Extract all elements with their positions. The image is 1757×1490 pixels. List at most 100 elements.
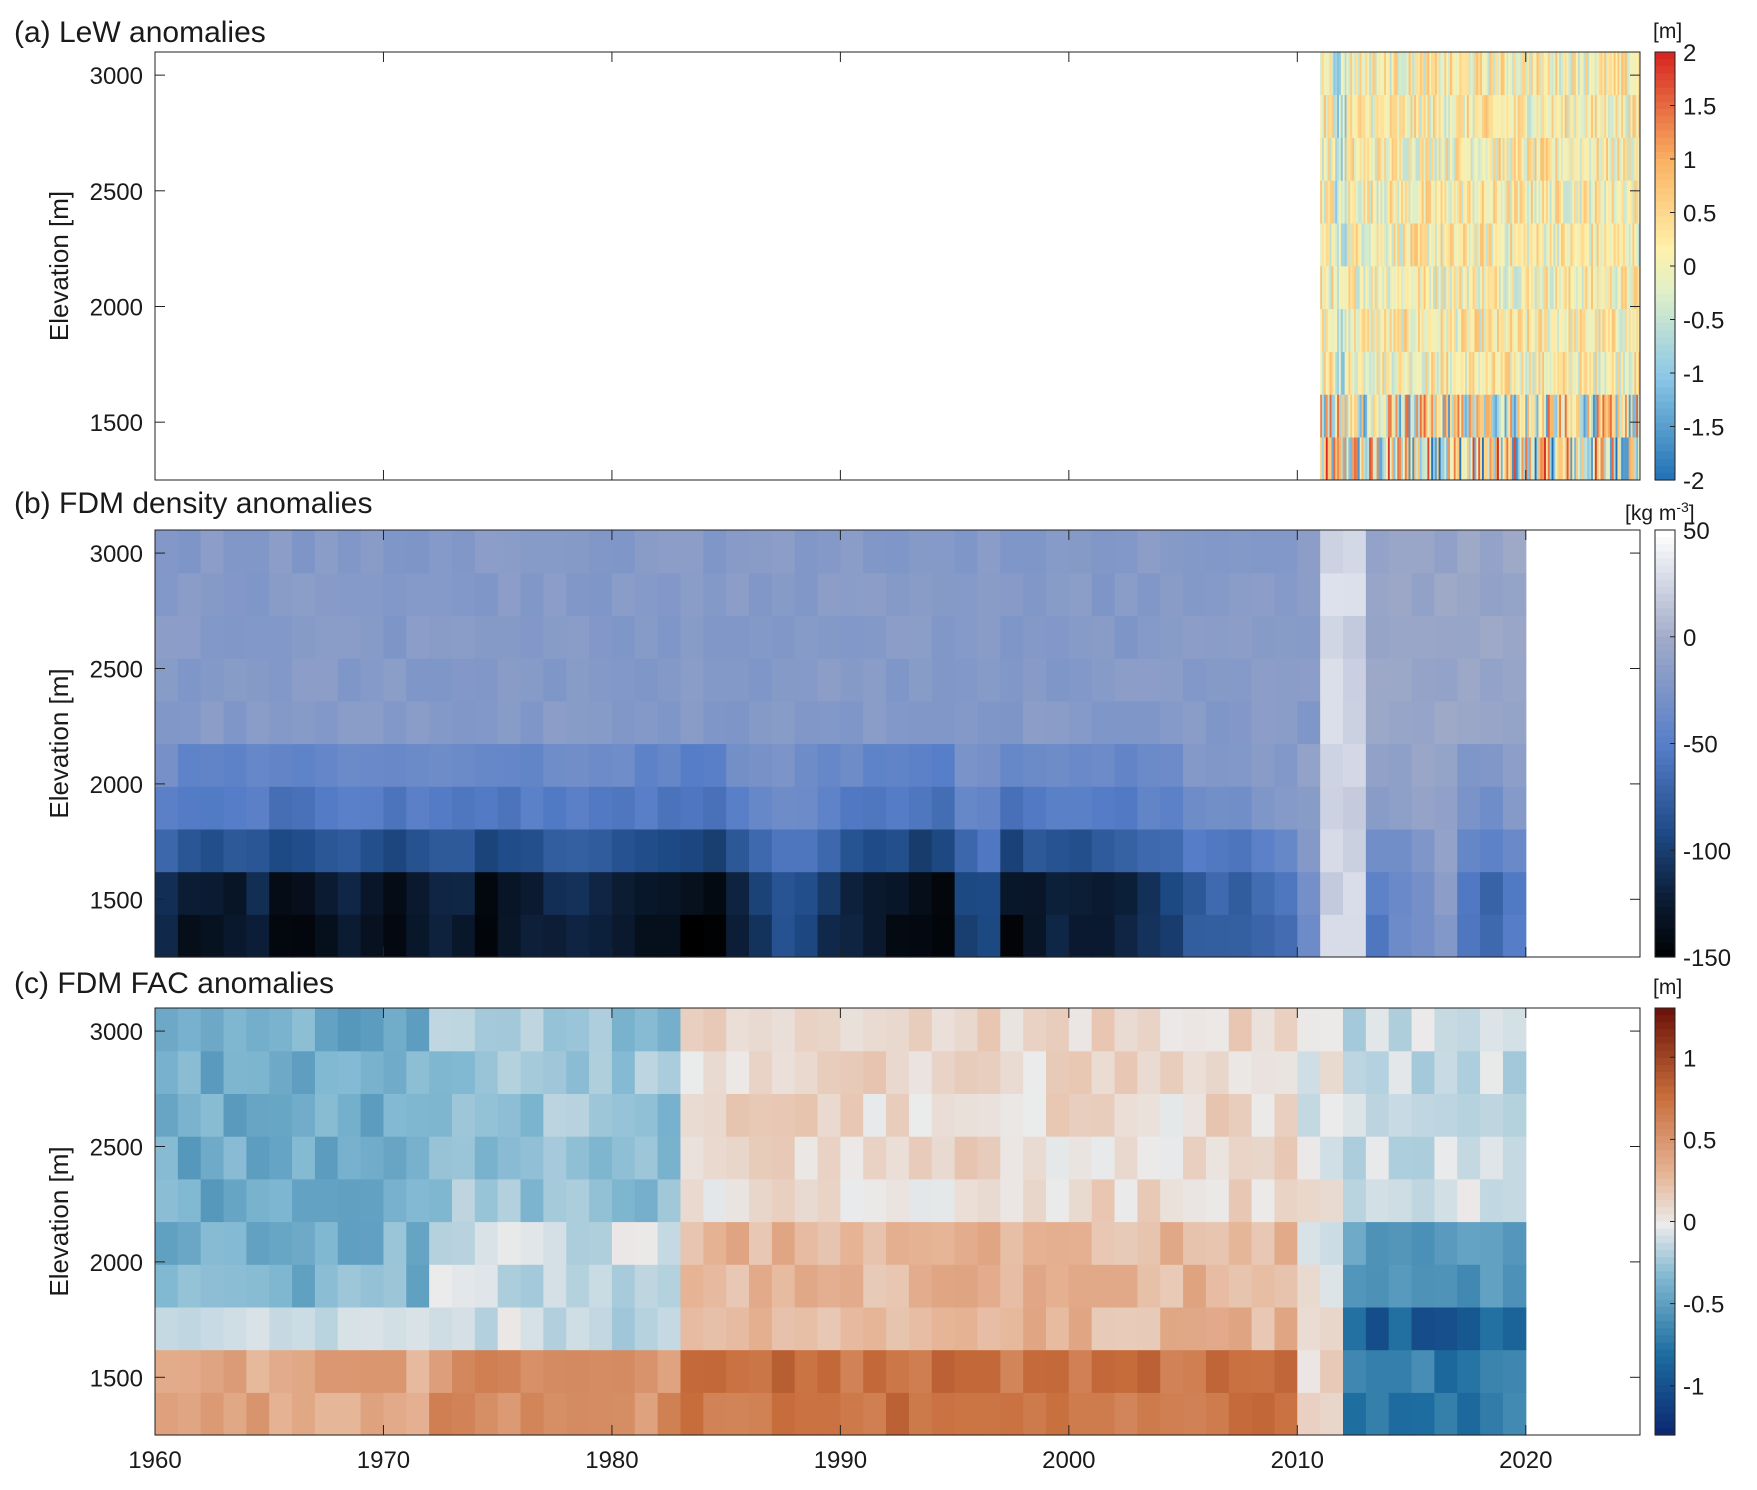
cell	[1562, 351, 1566, 395]
cell	[1384, 266, 1387, 310]
cell	[1320, 351, 1323, 395]
cell	[1536, 266, 1539, 310]
cell	[1068, 572, 1093, 616]
cell	[1568, 180, 1571, 224]
cell	[1545, 180, 1549, 224]
cell	[1461, 137, 1464, 181]
cell	[1472, 180, 1475, 224]
cell	[1513, 394, 1517, 438]
cell	[1359, 351, 1363, 395]
cell	[1609, 180, 1613, 224]
cell	[1408, 180, 1411, 224]
colorbar-tick-label: -150	[1683, 945, 1731, 972]
cell	[1355, 351, 1359, 395]
cell	[1502, 437, 1506, 481]
cell	[1388, 530, 1413, 574]
cell	[1592, 223, 1596, 267]
cell	[1545, 52, 1549, 96]
cell	[1429, 52, 1432, 96]
cell	[1448, 394, 1451, 438]
cell	[1523, 394, 1526, 438]
cell	[1000, 615, 1024, 659]
cell	[1408, 308, 1411, 352]
cell	[452, 1050, 476, 1094]
cell	[1493, 137, 1496, 181]
cell	[1606, 394, 1609, 438]
cell	[1369, 137, 1372, 181]
cell	[1434, 743, 1458, 787]
cell	[1606, 52, 1609, 96]
cell	[1560, 308, 1564, 352]
cell	[1354, 394, 1357, 438]
cell	[1468, 308, 1472, 352]
cell	[1335, 394, 1338, 438]
cell	[1160, 700, 1184, 745]
cell	[1487, 180, 1490, 224]
cell	[1478, 52, 1481, 96]
cell	[1411, 871, 1435, 915]
cell	[1574, 137, 1577, 181]
cell	[452, 530, 476, 574]
cell	[1402, 266, 1406, 310]
cell	[1615, 180, 1618, 224]
cell	[292, 615, 316, 659]
colorbar-step	[1655, 1285, 1675, 1294]
colorbar-step	[1655, 472, 1675, 481]
cell	[1481, 223, 1485, 267]
cell	[1160, 1008, 1184, 1052]
cell	[1613, 351, 1617, 395]
cell	[1325, 52, 1329, 96]
cell	[863, 1264, 887, 1308]
cell	[1604, 223, 1607, 267]
cell	[223, 1136, 247, 1180]
cell	[1623, 94, 1626, 138]
cell	[155, 914, 179, 958]
cell	[1425, 308, 1428, 352]
cell	[1504, 266, 1507, 310]
cell	[1427, 351, 1430, 395]
cell	[1592, 94, 1596, 138]
cell	[1205, 1392, 1230, 1436]
cell	[1576, 351, 1579, 395]
cell	[1297, 828, 1321, 873]
cell	[1380, 52, 1383, 96]
cell	[1538, 394, 1541, 438]
cell	[1621, 223, 1624, 267]
cell	[566, 1178, 590, 1223]
cell	[1434, 1136, 1458, 1180]
y-tick-label: 2000	[90, 294, 143, 321]
cell	[200, 1136, 225, 1180]
cell	[657, 1178, 682, 1223]
cell	[1442, 351, 1445, 395]
cell	[611, 828, 636, 873]
cell	[1463, 437, 1466, 481]
cell	[1333, 180, 1336, 224]
cell	[1411, 700, 1435, 745]
cell	[1638, 394, 1641, 438]
cell	[1401, 94, 1404, 138]
cell	[497, 700, 522, 745]
cell	[1457, 658, 1481, 702]
cell	[1493, 437, 1496, 481]
cell	[1513, 351, 1517, 395]
cell	[1384, 223, 1387, 267]
cell	[1611, 223, 1615, 267]
cell	[1395, 394, 1398, 438]
colorbar-step	[1655, 615, 1675, 624]
cell	[1636, 223, 1639, 267]
cell	[1559, 394, 1562, 438]
cell	[657, 1349, 682, 1393]
cell	[1585, 52, 1588, 96]
cell	[200, 786, 225, 830]
cell	[1380, 137, 1383, 181]
cell	[977, 1093, 1001, 1137]
cell	[1343, 530, 1367, 574]
cell	[1183, 1264, 1207, 1308]
cell	[452, 743, 476, 787]
cell	[1619, 180, 1622, 224]
cell	[429, 871, 453, 915]
cell	[1343, 828, 1367, 873]
cell	[1433, 437, 1436, 481]
cell	[1331, 308, 1334, 352]
cell	[726, 1306, 750, 1351]
